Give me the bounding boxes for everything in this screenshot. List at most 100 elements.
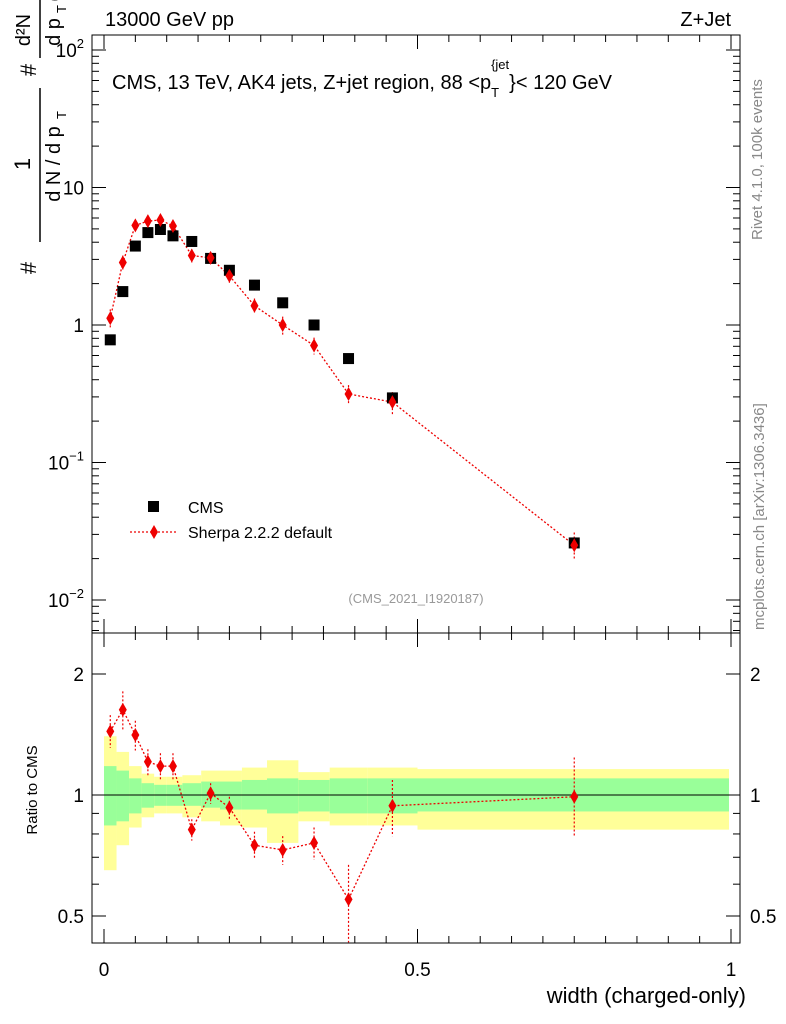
ratio-point — [143, 754, 152, 769]
main-ytick-label: 102 — [56, 36, 84, 62]
ratio-point — [250, 838, 259, 853]
ratio-band-inner — [116, 770, 130, 822]
main-ytick-base: 1 — [73, 316, 84, 337]
ratio-point — [187, 822, 196, 837]
main-ytick-label: 10−1 — [48, 449, 84, 475]
sherpa-point — [278, 318, 287, 332]
main-ytick-label: 10 — [63, 179, 84, 200]
main-title: CMS, 13 TeV, AK4 jets, Z+jet region, 88 … — [112, 57, 613, 100]
ylabel-one: 1 — [10, 158, 35, 170]
cms-point — [277, 297, 289, 309]
legend-marker-cms — [148, 501, 159, 512]
main-ytick-base: 10 — [48, 591, 69, 612]
main-ytick-label: 10−2 — [48, 586, 84, 612]
main-ytick-base: 10 — [48, 454, 69, 475]
ratio-y-tick-labels: 0.5 0.5 1 1 2 2 — [58, 665, 777, 928]
sherpa-point — [206, 250, 215, 265]
ratio-line-group — [109, 708, 575, 901]
ylabel-dl: d λ — [43, 0, 65, 1]
ylabel-hash-mid: # — [16, 63, 41, 76]
ratio-band-inner — [129, 778, 142, 814]
ratio-ytick-label-right: 2 — [750, 665, 761, 686]
side-rivet: Rivet 4.1.0, 100k events — [749, 79, 766, 240]
main-ticks — [92, 35, 740, 633]
legend-marker-sherpa — [150, 525, 158, 539]
sherpa-point — [106, 311, 115, 326]
ratio-point — [310, 835, 319, 850]
ratio-point — [168, 759, 177, 774]
ratio-points-group — [106, 702, 579, 907]
ratio-band-inner — [104, 766, 117, 826]
ratio-band-inner — [298, 779, 330, 812]
watermark: (CMS_2021_I1920187) — [348, 591, 483, 606]
sherpa-line — [109, 219, 575, 546]
sherpa-point — [250, 298, 259, 313]
sherpa-point — [156, 213, 165, 228]
ylabel-dndpt: d N / d p — [43, 126, 65, 202]
cms-point — [104, 334, 116, 346]
sherpa-point — [187, 248, 196, 263]
ratio-point — [388, 798, 397, 813]
ratio-plot-frame — [91, 632, 741, 944]
main-title-a: CMS, 13 TeV, AK4 jets, Z+jet region, 88 … — [112, 72, 491, 94]
legend: CMS Sherpa 2.2.2 default — [130, 500, 333, 542]
main-y-label: # 1 d N / d p T # d²N d p T d λ — [10, 0, 69, 274]
ratio-line — [109, 708, 575, 901]
main-ytick-exp: 2 — [77, 36, 84, 51]
x-axis-label: width (charged-only) — [546, 983, 746, 1008]
ratio-point — [206, 786, 215, 801]
ratio-bands-group — [104, 736, 729, 871]
ratio-xtick-label: 0 — [99, 960, 110, 981]
cms-point — [343, 353, 355, 365]
ratio-xtick-label: 1 — [726, 960, 737, 981]
main-ytick-base: 10 — [56, 41, 77, 62]
ylabel-dpt-T: T — [54, 5, 69, 13]
ratio-band-inner — [267, 778, 299, 814]
sherpa-point — [388, 395, 397, 410]
ratio-band-inner — [329, 778, 368, 814]
ratio-point — [156, 759, 165, 774]
ratio-point — [570, 789, 579, 804]
header-right: Z+Jet — [680, 9, 731, 31]
ylabel-hash-left: # — [16, 261, 41, 274]
sherpa-point — [143, 214, 152, 229]
ylabel-dpt: d p — [43, 18, 65, 46]
sherpa-point — [310, 338, 319, 353]
sherpa-point — [168, 218, 177, 233]
cms-point — [117, 286, 129, 298]
cms-point — [308, 319, 320, 331]
legend-label-cms: CMS — [188, 500, 224, 517]
sherpa-points-group — [106, 213, 579, 553]
sherpa-line-group — [109, 219, 575, 546]
cms-point — [186, 235, 198, 247]
legend-label-sherpa: Sherpa 2.2.2 default — [188, 525, 333, 542]
main-ytick-exp: −2 — [69, 586, 84, 601]
main-title-sub: T — [491, 85, 499, 100]
main-title-b: }< 120 GeV — [509, 72, 613, 94]
cms-point — [129, 240, 141, 252]
ratio-ytick-label-right: 0.5 — [750, 907, 776, 928]
main-ytick-exp: −1 — [69, 449, 84, 464]
ratio-ticks — [92, 633, 740, 943]
sherpa-point — [118, 255, 127, 270]
cms-point — [248, 279, 260, 291]
sherpa-error-bars — [109, 215, 575, 559]
ratio-x-tick-labels: 0 0.5 1 — [99, 960, 737, 981]
ratio-ytick-label-left: 1 — [73, 786, 84, 807]
ratio-ytick-label-left: 0.5 — [58, 907, 84, 928]
ratio-ytick-label-right: 1 — [750, 786, 761, 807]
main-ytick-base: 10 — [63, 179, 84, 200]
ratio-point — [106, 724, 115, 739]
cms-point — [167, 230, 179, 242]
ratio-y-label: Ratio to CMS — [24, 745, 41, 834]
ratio-ytick-label-left: 2 — [73, 665, 84, 686]
ratio-point — [118, 702, 127, 717]
sherpa-point — [344, 386, 353, 401]
ratio-point — [344, 892, 353, 907]
ratio-band-inner — [182, 783, 202, 806]
header-left: 13000 GeV pp — [105, 9, 234, 31]
ratio-xtick-label: 0.5 — [404, 960, 430, 981]
ylabel-dndpt-T: T — [54, 111, 69, 119]
